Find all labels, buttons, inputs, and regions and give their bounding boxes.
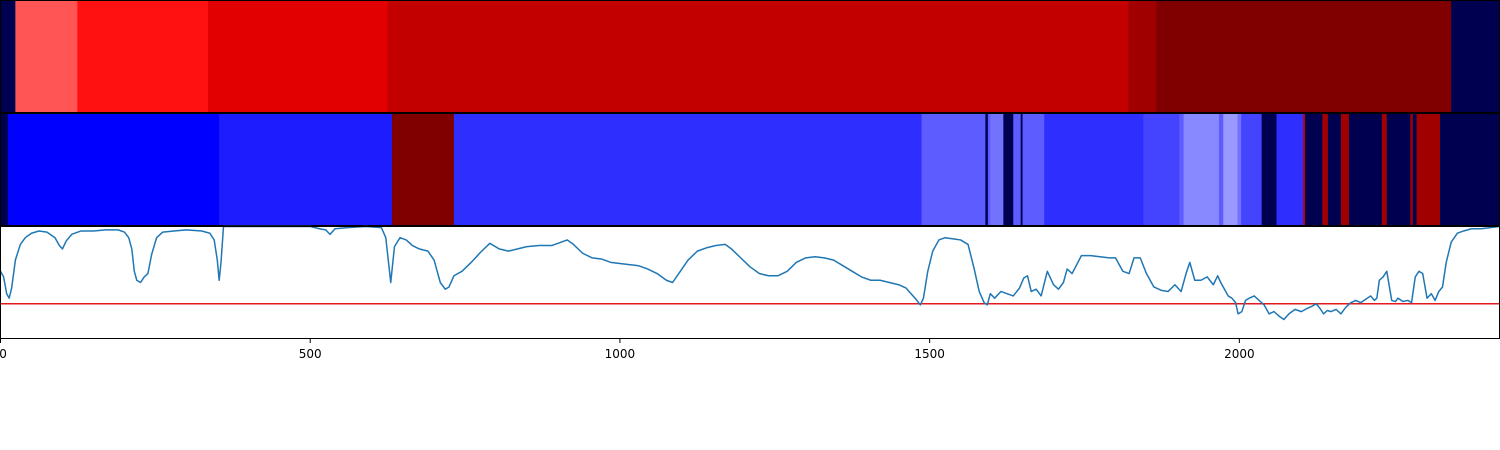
middle-band-segment-9: [1003, 113, 1014, 226]
top-band-segment-7: [1451, 0, 1500, 113]
middle-band-segment-11: [1020, 113, 1023, 226]
middle-band-segment-33: [1416, 113, 1441, 226]
middle-band-segment-18: [1223, 113, 1238, 226]
middle-band-segment-19: [1237, 113, 1242, 226]
middle-band-segment-5: [921, 113, 986, 226]
middle-band-segment-34: [1440, 113, 1500, 226]
middle-band-segment-24: [1305, 113, 1323, 226]
middle-band-segment-16: [1183, 113, 1220, 226]
top-band-segment-5: [1128, 0, 1157, 113]
top-band-segment-6: [1156, 0, 1452, 113]
top-band-segment-0: [0, 0, 16, 113]
middle-band-segment-31: [1410, 113, 1414, 226]
line-panel: [0, 225, 1500, 321]
x-tick-label-2: 1000: [605, 347, 636, 361]
top-band-segment-3: [208, 0, 389, 113]
middle-band-segment-10: [1013, 113, 1022, 226]
middle-band-segment-26: [1327, 113, 1342, 226]
x-tick-label-1: 500: [299, 347, 322, 361]
top-band-segment-1: [15, 0, 78, 113]
middle-band-segment-22: [1276, 113, 1304, 226]
middle-band-segment-1: [7, 113, 220, 226]
middle-band-segment-0: [0, 113, 9, 226]
middle-band-segment-6: [985, 113, 989, 226]
middle-band-segment-17: [1218, 113, 1224, 226]
middle-band-segment-4: [453, 113, 922, 226]
middle-band-segment-2: [219, 113, 393, 226]
middle-band-segment-3: [391, 113, 455, 226]
middle-color-band: [0, 113, 1500, 226]
middle-band-segment-28: [1348, 113, 1383, 226]
top-band-segment-2: [77, 0, 209, 113]
middle-band-segment-27: [1340, 113, 1350, 226]
top-color-band: [0, 0, 1500, 113]
middle-band-segment-14: [1143, 113, 1180, 226]
middle-band-segment-8: [990, 113, 1004, 226]
middle-band-segment-20: [1241, 113, 1263, 226]
middle-band-segment-25: [1322, 113, 1329, 226]
middle-band-segment-15: [1179, 113, 1184, 226]
middle-band-segment-30: [1386, 113, 1411, 226]
middle-band-segment-29: [1381, 113, 1388, 226]
middle-band-segment-13: [1044, 113, 1144, 226]
line-panel-background: [0, 226, 1500, 339]
x-axis: 0 500 1000 1500 2000: [0, 338, 1255, 361]
x-tick-label-0: 0: [0, 347, 7, 361]
middle-band-segment-7: [987, 113, 991, 226]
middle-band-segment-12: [1022, 113, 1045, 226]
middle-band-segment-21: [1261, 113, 1277, 226]
x-tick-label-4: 2000: [1224, 347, 1255, 361]
middle-band-segment-32: [1412, 113, 1417, 226]
top-band-segment-4: [387, 0, 1129, 113]
series-line-0: [0, 225, 1500, 321]
middle-band-segment-23: [1303, 113, 1306, 226]
x-tick-label-3: 1500: [914, 347, 945, 361]
